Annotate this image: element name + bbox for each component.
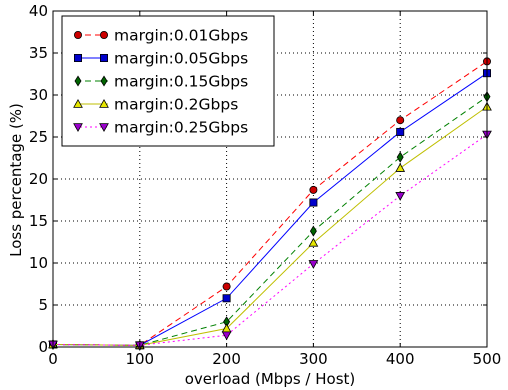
y-tick-label: 30	[29, 86, 48, 104]
y-tick-label: 40	[29, 2, 48, 20]
legend-marker	[74, 75, 82, 87]
legend-marker	[73, 123, 83, 133]
legend-entry-2: margin:0.05Gbps	[74, 50, 248, 68]
legend-marker	[99, 123, 109, 133]
data-point	[222, 282, 231, 291]
x-tick-label: 400	[386, 350, 415, 368]
legend: margin:0.01Gbps margin:0.05Gbps margin:0.1…	[61, 15, 275, 147]
data-point	[395, 163, 406, 172]
data-point	[309, 185, 318, 194]
y-tick-label: 20	[29, 170, 48, 188]
legend-marker	[99, 98, 109, 108]
y-tick-label: 5	[38, 296, 48, 314]
x-tick-label: 200	[212, 350, 241, 368]
y-tick-label: 10	[29, 254, 48, 272]
y-axis-label: Loss percentage (%)	[7, 103, 25, 257]
x-axis-label: overload (Mbps / Host)	[185, 370, 356, 388]
data-point	[396, 116, 405, 125]
legend-marker	[74, 54, 83, 63]
y-tick-label: 35	[29, 44, 48, 62]
axis-ticks: 0 100 200 300 400 500 0 5 10 15 20 25 30 35 40	[29, 2, 501, 368]
legend-marker	[100, 30, 109, 39]
legend-entry-1: margin:0.01Gbps	[74, 27, 248, 45]
legend-entry-4: margin:0.2Gbps	[73, 96, 238, 114]
data-point	[309, 198, 318, 207]
data-point	[395, 192, 406, 201]
x-tick-label: 0	[48, 350, 58, 368]
series-line	[52, 106, 488, 346]
y-tick-label: 25	[29, 128, 48, 146]
legend-label: margin:0.15Gbps	[114, 73, 248, 91]
legend-marker	[100, 75, 108, 87]
data-point	[308, 260, 319, 269]
y-tick-label: 15	[29, 212, 48, 230]
data-point	[308, 237, 319, 247]
data-point	[221, 331, 232, 341]
data-point	[309, 225, 317, 237]
legend-label: margin:0.2Gbps	[114, 96, 238, 114]
y-tick-label: 0	[38, 338, 48, 356]
legend-entry-3: margin:0.15Gbps	[74, 73, 248, 91]
legend-marker	[100, 54, 109, 63]
series-line	[52, 134, 488, 346]
x-tick-label: 100	[125, 350, 154, 368]
x-tick-label: 500	[473, 350, 502, 368]
legend-label: margin:0.01Gbps	[114, 27, 248, 45]
legend-marker	[74, 30, 83, 39]
legend-label: margin:0.05Gbps	[114, 50, 248, 68]
data-point	[222, 294, 231, 303]
data-point	[396, 127, 405, 136]
x-tick-label: 300	[299, 350, 328, 368]
legend-label: margin:0.25Gbps	[114, 119, 248, 137]
legend-marker	[73, 98, 83, 108]
data-point	[396, 151, 404, 163]
legend-entry-5: margin:0.25Gbps	[73, 119, 248, 137]
